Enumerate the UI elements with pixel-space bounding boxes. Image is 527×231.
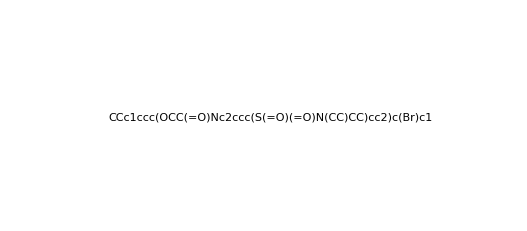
Text: CCc1ccc(OCC(=O)Nc2ccc(S(=O)(=O)N(CC)CC)cc2)c(Br)c1: CCc1ccc(OCC(=O)Nc2ccc(S(=O)(=O)N(CC)CC)c…: [108, 112, 432, 122]
